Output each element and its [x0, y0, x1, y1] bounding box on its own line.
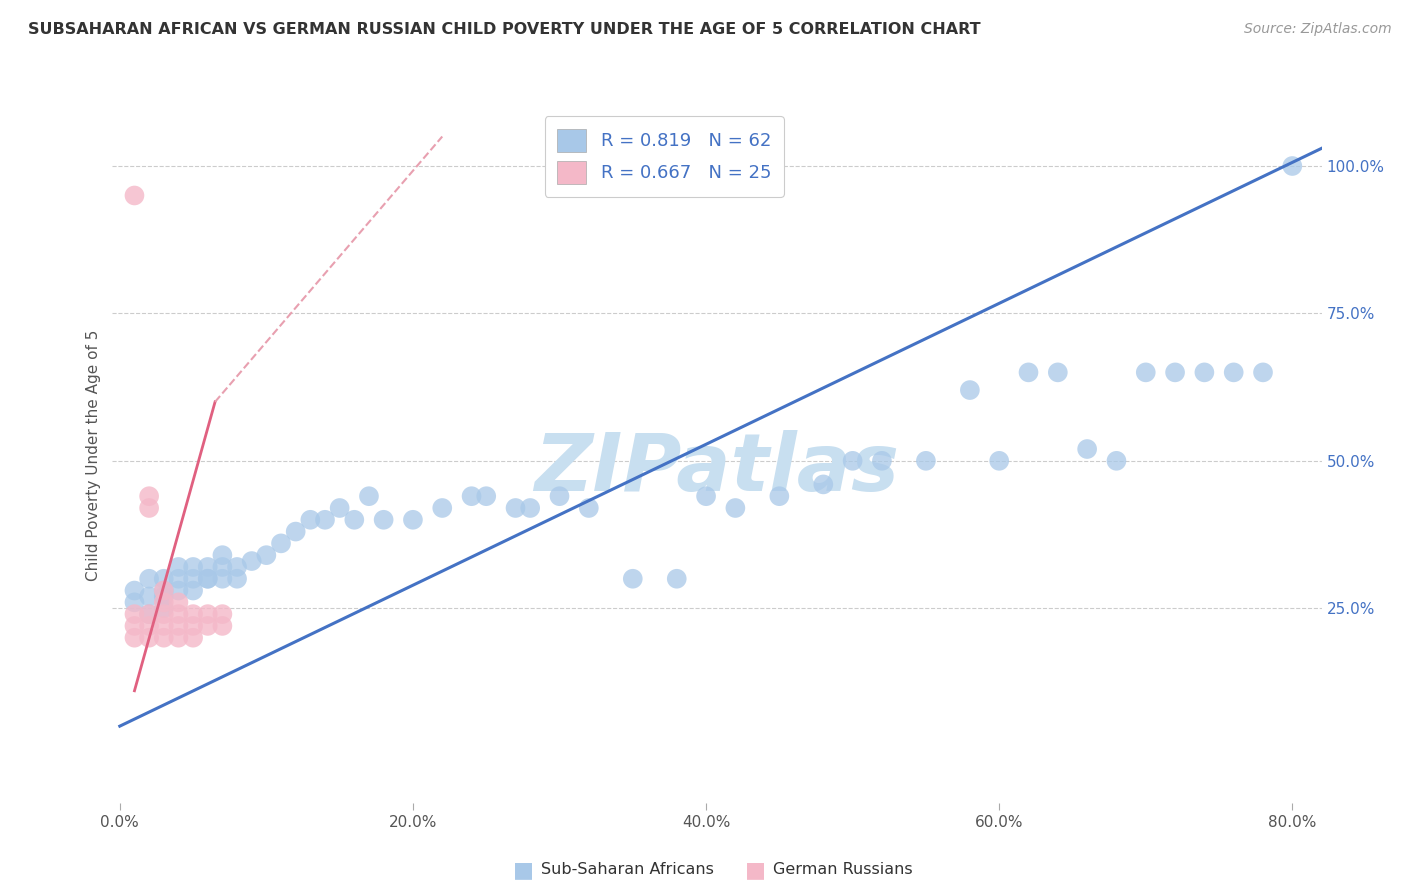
- Point: [124, 188, 146, 202]
- Text: German Russians: German Russians: [773, 863, 912, 877]
- Text: ■: ■: [745, 860, 766, 880]
- Point: [167, 595, 190, 609]
- Point: [211, 572, 233, 586]
- Point: [152, 607, 174, 621]
- Point: [343, 513, 366, 527]
- Point: [138, 619, 160, 633]
- Point: [138, 489, 160, 503]
- Point: [578, 500, 600, 515]
- Point: [138, 572, 160, 586]
- Point: [197, 572, 219, 586]
- Point: [240, 554, 263, 568]
- Point: [841, 454, 863, 468]
- Point: [1281, 159, 1303, 173]
- Point: [167, 583, 190, 598]
- Point: [124, 583, 146, 598]
- Point: [211, 548, 233, 562]
- Point: [167, 560, 190, 574]
- Point: [211, 607, 233, 621]
- Point: [314, 513, 336, 527]
- Point: [211, 560, 233, 574]
- Point: [329, 500, 352, 515]
- Point: [181, 583, 204, 598]
- Point: [197, 607, 219, 621]
- Point: [226, 572, 249, 586]
- Point: [1164, 365, 1187, 379]
- Point: [181, 572, 204, 586]
- Point: [768, 489, 790, 503]
- Text: ZIPatlas: ZIPatlas: [534, 430, 900, 508]
- Point: [138, 590, 160, 604]
- Point: [1222, 365, 1244, 379]
- Point: [138, 607, 160, 621]
- Point: [197, 572, 219, 586]
- Point: [138, 500, 160, 515]
- Point: [548, 489, 571, 503]
- Point: [124, 595, 146, 609]
- Text: SUBSAHARAN AFRICAN VS GERMAN RUSSIAN CHILD POVERTY UNDER THE AGE OF 5 CORRELATIO: SUBSAHARAN AFRICAN VS GERMAN RUSSIAN CHI…: [28, 22, 981, 37]
- Point: [402, 513, 425, 527]
- Point: [460, 489, 482, 503]
- Point: [1046, 365, 1069, 379]
- Point: [181, 619, 204, 633]
- Point: [152, 619, 174, 633]
- Point: [152, 601, 174, 615]
- Text: ■: ■: [513, 860, 534, 880]
- Point: [695, 489, 717, 503]
- Point: [299, 513, 322, 527]
- Point: [505, 500, 527, 515]
- Point: [181, 560, 204, 574]
- Point: [475, 489, 498, 503]
- Point: [373, 513, 395, 527]
- Point: [152, 595, 174, 609]
- Point: [959, 383, 981, 397]
- Point: [1194, 365, 1216, 379]
- Point: [1076, 442, 1098, 456]
- Point: [152, 631, 174, 645]
- Point: [432, 500, 454, 515]
- Point: [270, 536, 292, 550]
- Point: [284, 524, 307, 539]
- Point: [167, 607, 190, 621]
- Point: [124, 619, 146, 633]
- Point: [724, 500, 747, 515]
- Point: [988, 454, 1011, 468]
- Text: Source: ZipAtlas.com: Source: ZipAtlas.com: [1244, 22, 1392, 37]
- Point: [870, 454, 893, 468]
- Point: [181, 607, 204, 621]
- Point: [1105, 454, 1128, 468]
- Text: Sub-Saharan Africans: Sub-Saharan Africans: [541, 863, 714, 877]
- Point: [167, 619, 190, 633]
- Point: [1251, 365, 1274, 379]
- Point: [915, 454, 938, 468]
- Point: [254, 548, 277, 562]
- Point: [197, 560, 219, 574]
- Point: [124, 631, 146, 645]
- Point: [181, 631, 204, 645]
- Point: [138, 631, 160, 645]
- Point: [211, 619, 233, 633]
- Point: [138, 607, 160, 621]
- Point: [1018, 365, 1040, 379]
- Legend: R = 0.819   N = 62, R = 0.667   N = 25: R = 0.819 N = 62, R = 0.667 N = 25: [544, 116, 783, 197]
- Point: [226, 560, 249, 574]
- Point: [152, 583, 174, 598]
- Point: [152, 583, 174, 598]
- Y-axis label: Child Poverty Under the Age of 5: Child Poverty Under the Age of 5: [86, 329, 101, 581]
- Point: [1135, 365, 1157, 379]
- Point: [519, 500, 541, 515]
- Point: [167, 631, 190, 645]
- Point: [621, 572, 644, 586]
- Point: [152, 572, 174, 586]
- Point: [167, 572, 190, 586]
- Point: [813, 477, 835, 491]
- Point: [665, 572, 688, 586]
- Point: [152, 590, 174, 604]
- Point: [357, 489, 380, 503]
- Point: [124, 607, 146, 621]
- Point: [197, 619, 219, 633]
